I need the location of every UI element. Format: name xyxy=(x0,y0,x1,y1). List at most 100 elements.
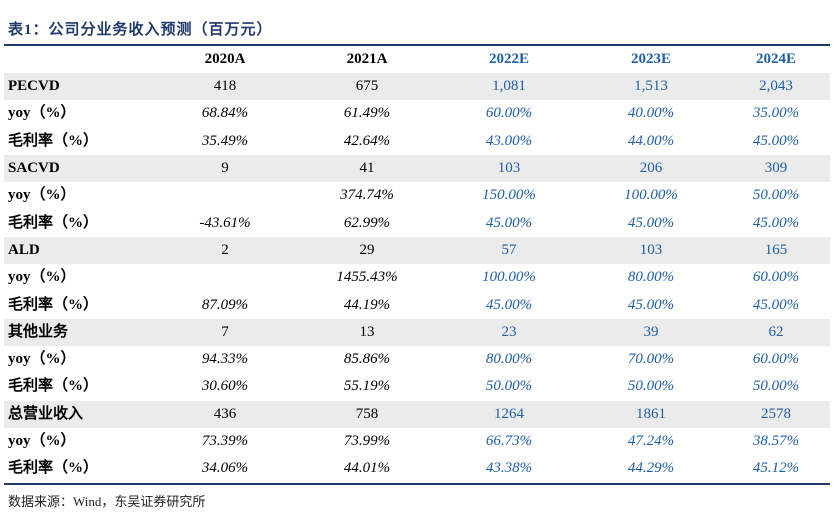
value-cell: 42.64% xyxy=(343,132,391,149)
header-cell-2024e: 2024E xyxy=(755,51,796,67)
value-cell: 9 xyxy=(154,154,296,183)
value-cell: 50.00% xyxy=(752,187,800,204)
value-cell: 39 xyxy=(580,318,722,346)
value-cell: 675 xyxy=(296,73,438,101)
value-cell: 87.09% xyxy=(201,296,249,313)
value-cell: 50.00% xyxy=(627,378,675,395)
value-cell: 45.00% xyxy=(752,132,800,149)
revenue-forecast-table: 2020A 2021A 2022E 2023E 2024E PECVD 418 67… xyxy=(4,46,830,482)
table-body: PECVD 418 675 1,081 1,513 2,043 yoy（%） 68.84% 61… xyxy=(4,73,830,482)
value-cell: 103 xyxy=(580,236,722,265)
value-cell: 80.00% xyxy=(627,269,675,286)
value-cell: 85.86% xyxy=(343,351,391,368)
value-cell: 44.00% xyxy=(627,132,675,149)
row-label: 毛利率（%） xyxy=(8,132,99,149)
value-cell: 44.19% xyxy=(343,296,391,313)
value-cell: 35.00% xyxy=(752,105,800,122)
value-cell: 45.00% xyxy=(752,214,800,231)
value-cell: 40.00% xyxy=(627,105,675,122)
table-row: PECVD 418 675 1,081 1,513 2,043 xyxy=(4,73,830,101)
value-cell: 94.33% xyxy=(201,351,249,368)
value-cell: 66.73% xyxy=(485,433,533,449)
value-cell: 23 xyxy=(438,318,580,346)
value-cell: 45.00% xyxy=(627,296,675,313)
value-cell: 43.38% xyxy=(485,460,533,477)
table-row: yoy（%） 68.84% 61.49% 60.00% 40.00% 35.00% xyxy=(4,100,830,127)
value-cell: 73.99% xyxy=(343,433,391,449)
table-row: yoy（%） 1455.43% 100.00% 80.00% 60.00% xyxy=(4,264,830,291)
header-cell-2022e: 2022E xyxy=(488,51,529,67)
value-cell xyxy=(154,264,296,291)
value-cell: 44.29% xyxy=(627,460,675,477)
table-row: SACVD 9 41 103 206 309 xyxy=(4,154,830,183)
row-label: yoy（%） xyxy=(8,105,76,122)
table-row: yoy（%） 73.39% 73.99% 66.73% 47.24% 38.57% xyxy=(4,428,830,455)
value-cell: 60.00% xyxy=(485,105,533,122)
value-cell: 1,513 xyxy=(580,73,722,101)
top-rule xyxy=(4,44,830,46)
value-cell: 80.00% xyxy=(485,351,533,368)
row-label: yoy（%） xyxy=(8,187,76,204)
value-cell: 2 xyxy=(154,236,296,265)
row-label: 毛利率（%） xyxy=(8,296,99,313)
header-row: 2020A 2021A 2022E 2023E 2024E xyxy=(4,46,830,73)
table-row: ALD 2 29 57 103 165 xyxy=(4,236,830,265)
value-cell: 43.00% xyxy=(485,132,533,149)
value-cell: 150.00% xyxy=(482,187,536,204)
row-label: 毛利率（%） xyxy=(8,378,99,395)
value-cell: 1264 xyxy=(438,400,580,428)
value-cell: 374.74% xyxy=(340,187,394,204)
value-cell: 45.12% xyxy=(752,460,800,477)
value-cell: 50.00% xyxy=(752,378,800,395)
row-label: yoy（%） xyxy=(8,351,76,368)
row-label: yoy（%） xyxy=(8,269,76,286)
value-cell: 73.39% xyxy=(201,433,249,449)
value-cell: 7 xyxy=(154,318,296,346)
value-cell: 62.99% xyxy=(343,214,391,231)
value-cell: 61.49% xyxy=(343,105,391,122)
row-label: yoy（%） xyxy=(8,433,76,449)
value-cell: 38.57% xyxy=(752,433,800,449)
value-cell: 55.19% xyxy=(343,378,391,395)
row-label: PECVD xyxy=(4,73,154,101)
value-cell: 41 xyxy=(296,154,438,183)
value-cell: 45.00% xyxy=(485,296,533,313)
table-row: 其他业务 7 13 23 39 62 xyxy=(4,318,830,346)
value-cell: 418 xyxy=(154,73,296,101)
value-cell: 62 xyxy=(722,318,830,346)
value-cell: 57 xyxy=(438,236,580,265)
row-label: ALD xyxy=(4,236,154,265)
header-cell-2020a: 2020A xyxy=(204,51,246,67)
value-cell: 2,043 xyxy=(722,73,830,101)
header-cell-2023e: 2023E xyxy=(630,51,671,67)
source-note: 数据来源：Wind，东吴证券研究所 xyxy=(8,494,206,509)
table-row: 毛利率（%） 34.06% 44.01% 43.38% 44.29% 45.12% xyxy=(4,455,830,482)
value-cell: 165 xyxy=(722,236,830,265)
value-cell: 44.01% xyxy=(343,460,391,477)
value-cell: 13 xyxy=(296,318,438,346)
value-cell: 103 xyxy=(438,154,580,183)
bottom-rule xyxy=(4,483,830,485)
value-cell: 206 xyxy=(580,154,722,183)
value-cell: -43.61% xyxy=(199,214,251,231)
value-cell: 60.00% xyxy=(752,351,800,368)
header-cell-label xyxy=(4,46,154,73)
value-cell: 68.84% xyxy=(201,105,249,122)
value-cell: 60.00% xyxy=(752,269,800,286)
value-cell: 758 xyxy=(296,400,438,428)
value-cell: 100.00% xyxy=(482,269,536,286)
header-cell-2021a: 2021A xyxy=(346,51,388,67)
value-cell xyxy=(154,182,296,209)
value-cell: 100.00% xyxy=(624,187,678,204)
value-cell: 50.00% xyxy=(485,378,533,395)
value-cell: 45.00% xyxy=(752,296,800,313)
table-row: yoy（%） 374.74% 150.00% 100.00% 50.00% xyxy=(4,182,830,209)
row-label: 其他业务 xyxy=(4,318,154,346)
value-cell: 1861 xyxy=(580,400,722,428)
table-row: 毛利率（%） 30.60% 55.19% 50.00% 50.00% 50.00% xyxy=(4,373,830,400)
value-cell: 45.00% xyxy=(627,214,675,231)
row-label: 总营业收入 xyxy=(4,400,154,428)
table-row: 毛利率（%） 35.49% 42.64% 43.00% 44.00% 45.00% xyxy=(4,128,830,155)
table-title: 表1：公司分业务收入预测（百万元） xyxy=(8,22,273,38)
value-cell: 1455.43% xyxy=(336,269,398,286)
